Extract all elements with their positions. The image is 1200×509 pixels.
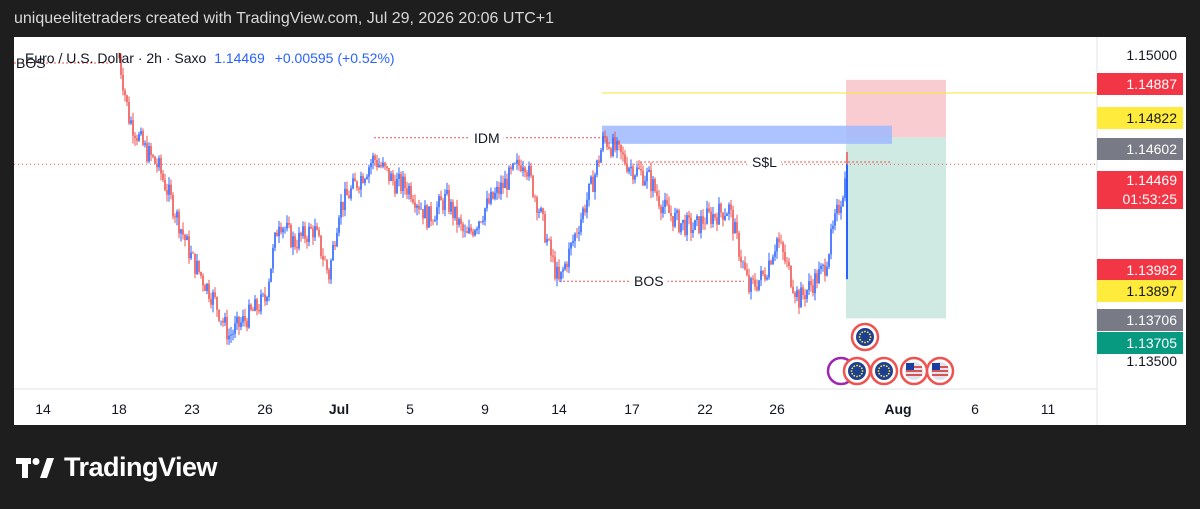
eu-flag-star bbox=[883, 364, 885, 367]
price-chart[interactable]: BOS IDM S$L BOS 14 18 23 26 Jul 5 9 14 17 22 26 Aug 6 11 bbox=[14, 37, 1186, 425]
x-tick-label: 26 bbox=[257, 401, 273, 417]
x-tick-label: 22 bbox=[697, 401, 713, 417]
eu-flag-star bbox=[861, 370, 864, 372]
eu-flag-star bbox=[850, 370, 853, 372]
eu-flag-star bbox=[858, 336, 861, 338]
eu-flag-star bbox=[877, 370, 880, 372]
price-change: +0.00595 (+0.52%) bbox=[274, 50, 395, 66]
eu-flag-star bbox=[864, 341, 866, 344]
chart-panel[interactable]: BOS IDM S$L BOS 14 18 23 26 Jul 5 9 14 17 22 26 Aug 6 11 … bbox=[14, 37, 1186, 425]
x-tick-label: 5 bbox=[406, 401, 414, 417]
price-label: 1.14602 bbox=[1097, 138, 1183, 160]
price-label: 1.14822 bbox=[1097, 107, 1183, 129]
countdown-label: 01:53:25 bbox=[1122, 191, 1178, 207]
x-tick-label: 17 bbox=[624, 401, 640, 417]
eu-flag-star bbox=[880, 365, 883, 368]
eu-flag-star bbox=[866, 331, 869, 334]
eu-flag-star bbox=[851, 367, 854, 370]
x-tick-label: 18 bbox=[111, 401, 127, 417]
eu-flag-star bbox=[853, 374, 856, 377]
level-label-3: S$L bbox=[752, 154, 777, 170]
x-tick-label: 14 bbox=[35, 401, 51, 417]
eu-flag-star bbox=[866, 340, 869, 343]
level-label-1: BOS bbox=[16, 55, 46, 71]
last-price: 1.14469 bbox=[214, 50, 265, 66]
eu-flag-star bbox=[885, 365, 888, 368]
eu-flag-star bbox=[868, 338, 871, 341]
label-bg bbox=[630, 272, 668, 291]
eu-flag-fill bbox=[875, 362, 893, 380]
x-tick-label: 6 bbox=[971, 401, 979, 417]
x-tick-label: 23 bbox=[184, 401, 200, 417]
eu-flag-star bbox=[853, 365, 856, 368]
price-label: 1.13897 bbox=[1097, 280, 1183, 302]
price-label: 1.14469 01:53:25 bbox=[1097, 171, 1183, 209]
eu-flag-star bbox=[856, 375, 858, 378]
x-tick-label: 9 bbox=[481, 401, 489, 417]
price-label: 1.15000 bbox=[1126, 47, 1177, 63]
eu-flag-fill bbox=[848, 362, 866, 380]
eu-flag-star bbox=[856, 364, 858, 367]
label-bg bbox=[748, 153, 782, 172]
brand: TradingView bbox=[16, 452, 218, 483]
level-label-2: IDM bbox=[474, 130, 500, 146]
eu-flag-star bbox=[858, 374, 861, 377]
us-flag-canton bbox=[906, 363, 914, 370]
x-tick-label: 11 bbox=[1041, 401, 1056, 417]
eu-flag-star bbox=[878, 372, 881, 375]
symbol-name[interactable]: Euro / U.S. Dollar · 2h · Saxo bbox=[25, 50, 207, 66]
eu-flag-star bbox=[887, 372, 890, 375]
price-label: 1.14887 bbox=[1097, 73, 1183, 95]
eu-flag-star bbox=[858, 365, 861, 368]
price-label: 1.13706 bbox=[1097, 309, 1183, 331]
eu-flag-star bbox=[859, 338, 862, 341]
us-flag-canton bbox=[932, 363, 940, 370]
eu-flag-star bbox=[869, 336, 872, 338]
eu-flag-star bbox=[888, 370, 891, 372]
price-label: 1.13982 bbox=[1097, 259, 1183, 281]
eu-flag-star bbox=[885, 374, 888, 377]
eu-flag-star bbox=[880, 374, 883, 377]
eu-flag-star bbox=[859, 333, 862, 336]
eu-flag-fill bbox=[856, 328, 874, 346]
symbol-header: Euro / U.S. Dollar · 2h · Saxo 1.14469 +… bbox=[25, 50, 395, 66]
eu-flag-star bbox=[864, 330, 866, 333]
level-label-4: BOS bbox=[634, 273, 664, 289]
idm-zone bbox=[602, 125, 892, 144]
price-label: 1.13705 bbox=[1097, 332, 1183, 354]
eu-flag-star bbox=[883, 375, 885, 378]
watermark-text: uniqueelitetraders created with TradingV… bbox=[14, 10, 555, 27]
x-tick-label: 26 bbox=[769, 401, 785, 417]
eu-flag-star bbox=[861, 331, 864, 334]
take-profit-zone bbox=[846, 137, 946, 319]
eu-flag-star bbox=[868, 333, 871, 336]
tradingview-logo-icon bbox=[16, 457, 54, 478]
brand-name: TradingView bbox=[64, 452, 218, 482]
price-label-value: 1.14469 bbox=[1126, 172, 1177, 188]
eu-flag-star bbox=[851, 372, 854, 375]
eu-flag-star bbox=[860, 372, 863, 375]
eu-flag-star bbox=[861, 340, 864, 343]
x-tick-label: 14 bbox=[551, 401, 567, 417]
x-tick-label: Aug bbox=[884, 401, 911, 417]
eu-flag-star bbox=[860, 367, 863, 370]
price-label: 1.13500 bbox=[1126, 353, 1177, 369]
eu-flag-star bbox=[878, 367, 881, 370]
x-tick-label: Jul bbox=[329, 401, 349, 417]
label-bg bbox=[470, 128, 504, 147]
eu-flag-star bbox=[887, 367, 890, 370]
